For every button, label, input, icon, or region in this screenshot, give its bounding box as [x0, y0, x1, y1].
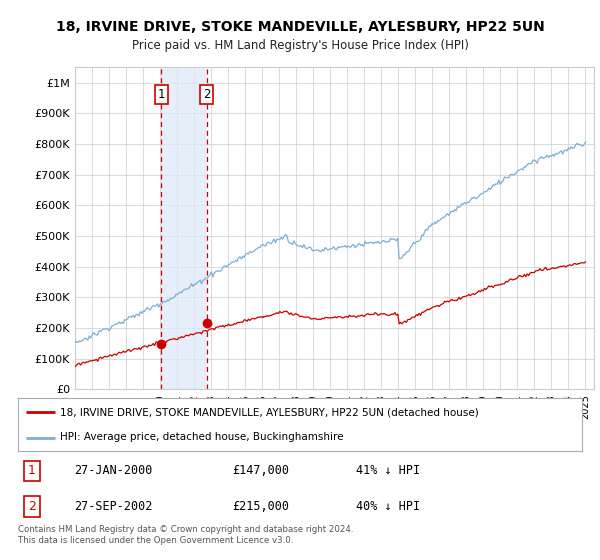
Text: 1: 1 [158, 88, 165, 101]
Text: 1: 1 [28, 464, 36, 478]
Text: HPI: Average price, detached house, Buckinghamshire: HPI: Average price, detached house, Buck… [60, 432, 344, 442]
Text: 2: 2 [203, 88, 211, 101]
Text: 41% ↓ HPI: 41% ↓ HPI [356, 464, 421, 478]
Text: 27-SEP-2002: 27-SEP-2002 [74, 500, 153, 513]
Bar [161, 67, 207, 389]
Text: 18, IRVINE DRIVE, STOKE MANDEVILLE, AYLESBURY, HP22 5UN (detached house): 18, IRVINE DRIVE, STOKE MANDEVILLE, AYLE… [60, 408, 479, 418]
Text: 18, IRVINE DRIVE, STOKE MANDEVILLE, AYLESBURY, HP22 5UN: 18, IRVINE DRIVE, STOKE MANDEVILLE, AYLE… [56, 20, 544, 34]
Text: 27-JAN-2000: 27-JAN-2000 [74, 464, 153, 478]
Text: £215,000: £215,000 [232, 500, 289, 513]
Text: Contains HM Land Registry data © Crown copyright and database right 2024.
This d: Contains HM Land Registry data © Crown c… [18, 525, 353, 545]
Text: 2: 2 [28, 500, 36, 513]
Text: Price paid vs. HM Land Registry's House Price Index (HPI): Price paid vs. HM Land Registry's House … [131, 39, 469, 52]
Text: 40% ↓ HPI: 40% ↓ HPI [356, 500, 421, 513]
Text: £147,000: £147,000 [232, 464, 289, 478]
